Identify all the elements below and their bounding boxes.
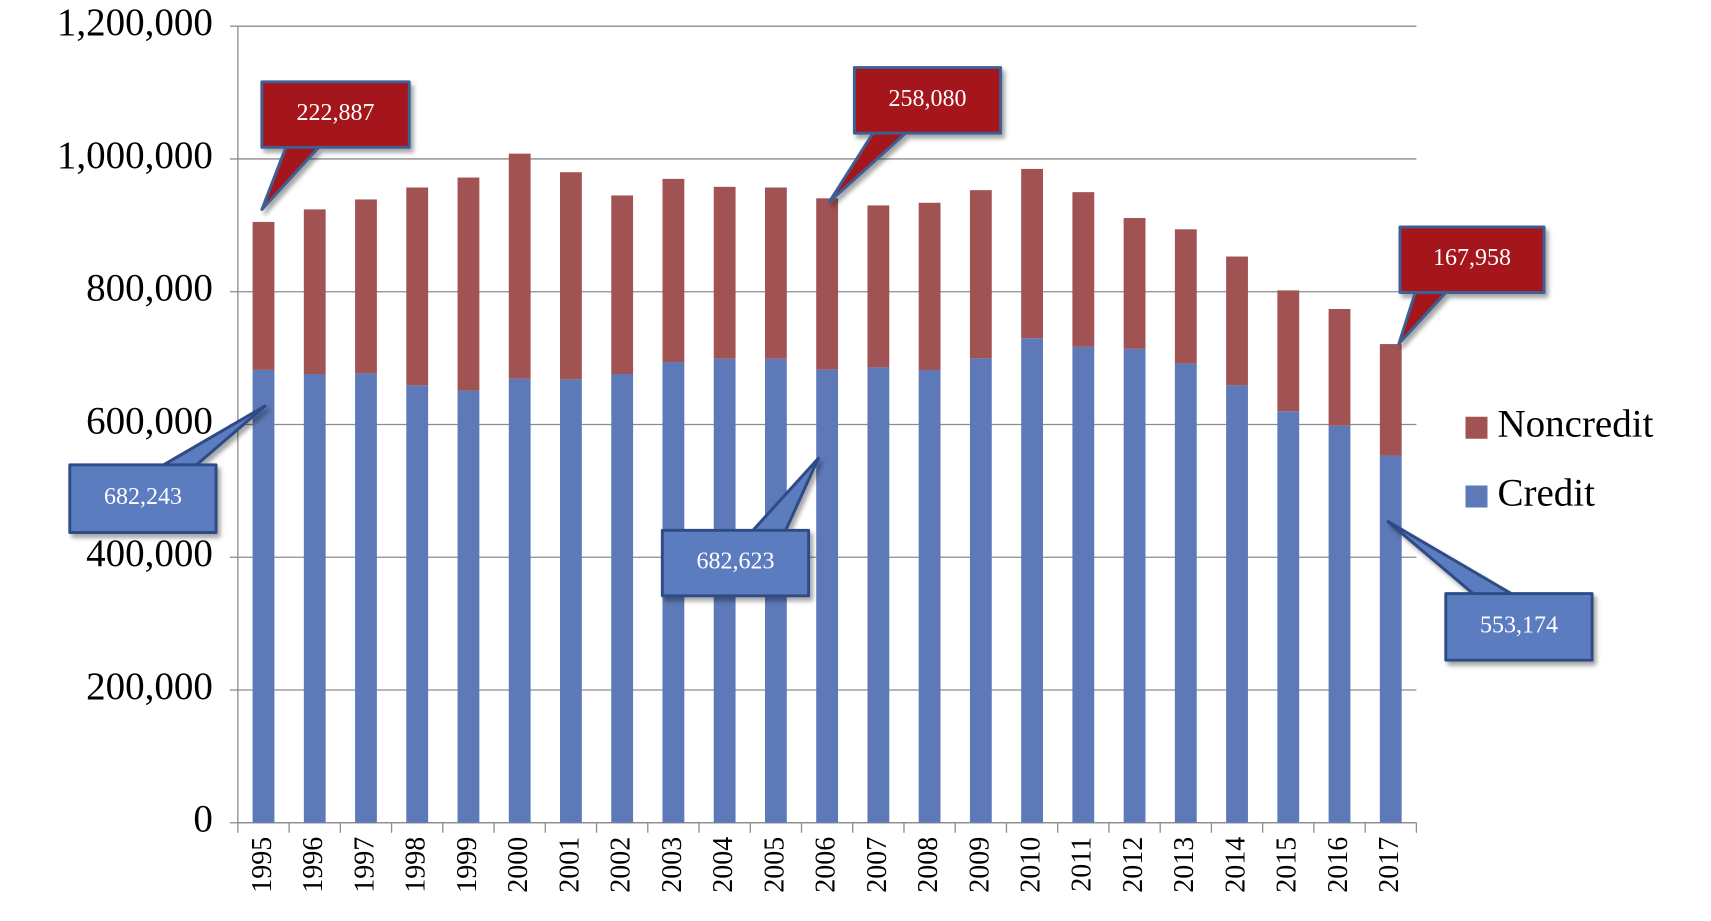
- bar-segment: [1072, 192, 1095, 347]
- x-tick-label: 2008: [913, 837, 944, 893]
- x-tick-label: 2003: [657, 837, 688, 893]
- bar-segment: [252, 221, 275, 370]
- bar-segment: [303, 374, 326, 823]
- bar-segment: [1174, 229, 1197, 364]
- bar-segment: [969, 190, 992, 359]
- y-tick-label: 200,000: [86, 665, 213, 708]
- bar-segment: [1277, 411, 1300, 823]
- x-tick-label: 1996: [298, 837, 329, 893]
- bar-segment: [867, 367, 890, 823]
- x-tick-label: 2009: [964, 837, 995, 893]
- bar-segment: [867, 205, 890, 368]
- legend-label: Credit: [1497, 471, 1595, 514]
- bar-segment: [1379, 455, 1402, 823]
- x-tick-label: 2010: [1016, 837, 1047, 893]
- x-tick-label: 2007: [862, 837, 893, 893]
- x-tick-label: 2000: [503, 837, 534, 893]
- x-tick-label: 2005: [759, 837, 790, 893]
- bar-segment: [406, 385, 429, 823]
- callout: 553,174: [1386, 520, 1594, 662]
- x-tick-label: 2002: [606, 837, 637, 893]
- x-tick-label: 2011: [1067, 837, 1098, 892]
- y-tick-label: 1,200,000: [57, 1, 213, 44]
- bar-segment: [303, 209, 326, 375]
- bar-segment: [560, 172, 582, 380]
- legend-label: Noncredit: [1497, 403, 1653, 446]
- callout-label: 682,243: [104, 484, 182, 510]
- y-tick-label: 600,000: [86, 399, 213, 442]
- x-tick-label: 2013: [1169, 837, 1200, 893]
- x-tick-label: 2006: [811, 837, 842, 893]
- callout-fill: [263, 83, 408, 146]
- bar-segment: [1123, 218, 1146, 349]
- x-tick-label: 2016: [1323, 837, 1354, 893]
- callout-label: 167,958: [1433, 245, 1511, 271]
- bar-segment: [1174, 363, 1197, 823]
- bar-segment: [816, 369, 839, 823]
- bar-segment: [713, 186, 736, 359]
- callout-label: 258,080: [889, 86, 967, 112]
- bar-segment: [764, 187, 787, 359]
- bar-segment: [1328, 308, 1351, 426]
- bar-segment: [1379, 344, 1402, 456]
- y-tick-label: 800,000: [86, 267, 213, 310]
- bar-segment: [1328, 425, 1351, 823]
- bar-segment: [457, 390, 480, 823]
- bar-segment: [1226, 256, 1248, 386]
- bar-segment: [508, 153, 531, 379]
- callout-fill: [1447, 595, 1591, 659]
- y-tick-label: 1,000,000: [57, 134, 213, 177]
- bar-segment: [1072, 346, 1095, 823]
- legend-swatch: [1465, 485, 1488, 508]
- callout-fill: [663, 531, 808, 595]
- callout-fill: [855, 69, 1000, 132]
- bar-segment: [611, 374, 634, 823]
- callout-label: 222,887: [297, 100, 375, 126]
- callout: 258,080: [827, 66, 1003, 204]
- bar-segment: [457, 177, 480, 391]
- x-tick-label: 1999: [452, 837, 483, 893]
- x-tick-label: 2015: [1272, 837, 1303, 893]
- x-tick-label: 1998: [401, 837, 432, 893]
- bar-segment: [662, 178, 685, 363]
- bar-segment: [918, 202, 941, 371]
- bar-segment: [560, 379, 582, 823]
- x-tick-label: 1995: [247, 837, 278, 893]
- y-tick-label: 400,000: [86, 532, 213, 575]
- callout-label: 682,623: [696, 549, 774, 575]
- bar-segment: [508, 378, 531, 823]
- bar-segment: [611, 195, 634, 375]
- x-tick-label: 2014: [1220, 837, 1251, 893]
- bar-segment: [1277, 290, 1300, 412]
- bar-segment: [816, 198, 839, 370]
- callout-fill: [1401, 228, 1543, 291]
- bar-segment: [1021, 338, 1043, 823]
- callout-label: 553,174: [1480, 612, 1558, 638]
- bar-segment: [1226, 385, 1248, 823]
- bar-segment: [355, 373, 377, 823]
- bar-segment: [1021, 168, 1043, 339]
- legend-swatch: [1465, 416, 1488, 439]
- bar-segment: [355, 199, 377, 374]
- x-tick-label: 1997: [349, 837, 380, 893]
- callout: 167,958: [1397, 225, 1546, 346]
- bar-segment: [252, 369, 275, 823]
- callout: 682,623: [660, 456, 820, 598]
- x-tick-label: 2004: [708, 837, 739, 893]
- x-tick-label: 2012: [1118, 837, 1149, 893]
- x-tick-label: 2017: [1374, 837, 1405, 893]
- x-tick-label: 2001: [554, 837, 585, 893]
- bar-segment: [406, 187, 429, 386]
- y-tick-label: 0: [193, 798, 213, 841]
- bar-segment: [1123, 348, 1146, 823]
- bar-segment: [969, 358, 992, 823]
- bar-segment: [918, 370, 941, 823]
- callout: 222,887: [260, 80, 411, 212]
- callout: 682,243: [68, 404, 267, 535]
- callout-fill: [71, 466, 215, 532]
